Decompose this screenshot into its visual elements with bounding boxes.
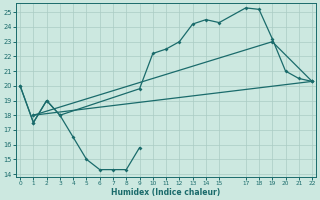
X-axis label: Humidex (Indice chaleur): Humidex (Indice chaleur) xyxy=(111,188,221,197)
